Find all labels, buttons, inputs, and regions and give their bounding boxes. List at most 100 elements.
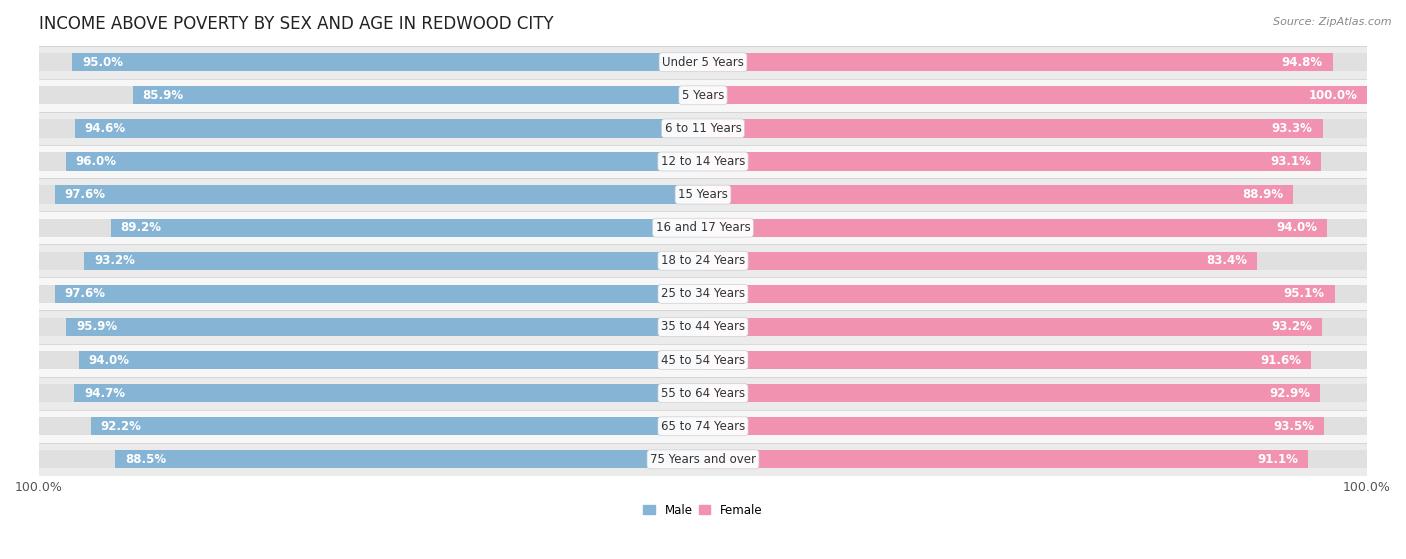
Bar — [703, 186, 1367, 203]
Bar — [39, 377, 1367, 410]
Text: 100.0%: 100.0% — [1308, 89, 1357, 102]
Bar — [39, 285, 703, 303]
Text: 94.6%: 94.6% — [84, 122, 127, 135]
Text: 95.0%: 95.0% — [82, 56, 124, 69]
Bar — [39, 186, 703, 203]
Text: 93.2%: 93.2% — [1271, 320, 1312, 334]
Bar — [703, 252, 1367, 270]
Bar — [703, 318, 1367, 336]
Bar — [39, 384, 703, 402]
Text: 97.6%: 97.6% — [65, 188, 105, 201]
Text: 65 to 74 Years: 65 to 74 Years — [661, 420, 745, 433]
Bar — [703, 450, 1367, 468]
Bar — [39, 211, 1367, 244]
Text: 15 Years: 15 Years — [678, 188, 728, 201]
Bar — [703, 119, 1367, 138]
Bar — [703, 285, 1367, 303]
Text: 94.7%: 94.7% — [84, 387, 125, 400]
Bar — [39, 252, 703, 270]
Text: Source: ZipAtlas.com: Source: ZipAtlas.com — [1274, 17, 1392, 27]
Text: 92.2%: 92.2% — [101, 420, 142, 433]
Bar — [39, 119, 703, 138]
Text: 93.5%: 93.5% — [1272, 420, 1315, 433]
Bar — [132, 86, 703, 105]
Bar — [75, 384, 703, 402]
Bar — [115, 450, 703, 468]
Text: Under 5 Years: Under 5 Years — [662, 56, 744, 69]
Bar — [703, 86, 1367, 105]
Bar — [91, 417, 703, 435]
Bar — [84, 252, 703, 270]
Bar — [39, 153, 703, 170]
Text: 75 Years and over: 75 Years and over — [650, 453, 756, 466]
Text: 93.2%: 93.2% — [94, 254, 135, 267]
Bar — [703, 417, 1324, 435]
Bar — [39, 344, 1367, 377]
Text: 25 to 34 Years: 25 to 34 Years — [661, 287, 745, 300]
Text: 35 to 44 Years: 35 to 44 Years — [661, 320, 745, 334]
Bar — [39, 219, 703, 237]
Text: 92.9%: 92.9% — [1270, 387, 1310, 400]
Bar — [111, 219, 703, 237]
Bar — [39, 450, 703, 468]
Text: 97.6%: 97.6% — [65, 287, 105, 300]
Bar — [703, 53, 1367, 72]
Bar — [703, 186, 1294, 203]
Bar — [39, 443, 1367, 476]
Text: 91.6%: 91.6% — [1260, 353, 1302, 367]
Bar — [66, 318, 703, 336]
Bar — [703, 119, 1323, 138]
Bar — [703, 153, 1367, 170]
Bar — [39, 86, 703, 105]
Bar — [79, 351, 703, 369]
Text: 83.4%: 83.4% — [1206, 254, 1247, 267]
Bar — [703, 252, 1257, 270]
Bar — [703, 86, 1367, 105]
Text: 5 Years: 5 Years — [682, 89, 724, 102]
Legend: Male, Female: Male, Female — [638, 499, 768, 522]
Bar — [39, 351, 703, 369]
Text: 89.2%: 89.2% — [121, 221, 162, 234]
Bar — [703, 351, 1312, 369]
Bar — [39, 46, 1367, 79]
Text: 6 to 11 Years: 6 to 11 Years — [665, 122, 741, 135]
Bar — [66, 153, 703, 170]
Text: 93.1%: 93.1% — [1271, 155, 1312, 168]
Bar — [72, 53, 703, 72]
Bar — [55, 285, 703, 303]
Bar — [39, 178, 1367, 211]
Bar — [703, 318, 1322, 336]
Bar — [703, 351, 1367, 369]
Text: 85.9%: 85.9% — [142, 89, 184, 102]
Text: 94.0%: 94.0% — [89, 353, 129, 367]
Bar — [39, 145, 1367, 178]
Bar — [39, 417, 703, 435]
Bar — [39, 112, 1367, 145]
Bar — [55, 186, 703, 203]
Bar — [703, 384, 1320, 402]
Text: 16 and 17 Years: 16 and 17 Years — [655, 221, 751, 234]
Bar — [703, 450, 1308, 468]
Bar — [39, 310, 1367, 344]
Bar — [703, 153, 1322, 170]
Bar — [39, 79, 1367, 112]
Bar — [703, 384, 1367, 402]
Text: 94.8%: 94.8% — [1281, 56, 1323, 69]
Text: 88.5%: 88.5% — [125, 453, 166, 466]
Text: 12 to 14 Years: 12 to 14 Years — [661, 155, 745, 168]
Text: INCOME ABOVE POVERTY BY SEX AND AGE IN REDWOOD CITY: INCOME ABOVE POVERTY BY SEX AND AGE IN R… — [39, 15, 554, 33]
Bar — [39, 53, 703, 72]
Bar — [703, 417, 1367, 435]
Bar — [703, 53, 1333, 72]
Bar — [39, 410, 1367, 443]
Text: 94.0%: 94.0% — [1277, 221, 1317, 234]
Text: 95.9%: 95.9% — [76, 320, 117, 334]
Text: 55 to 64 Years: 55 to 64 Years — [661, 387, 745, 400]
Text: 95.1%: 95.1% — [1284, 287, 1324, 300]
Text: 96.0%: 96.0% — [76, 155, 117, 168]
Text: 45 to 54 Years: 45 to 54 Years — [661, 353, 745, 367]
Text: 91.1%: 91.1% — [1257, 453, 1298, 466]
Bar — [75, 119, 703, 138]
Text: 93.3%: 93.3% — [1272, 122, 1313, 135]
Text: 88.9%: 88.9% — [1243, 188, 1284, 201]
